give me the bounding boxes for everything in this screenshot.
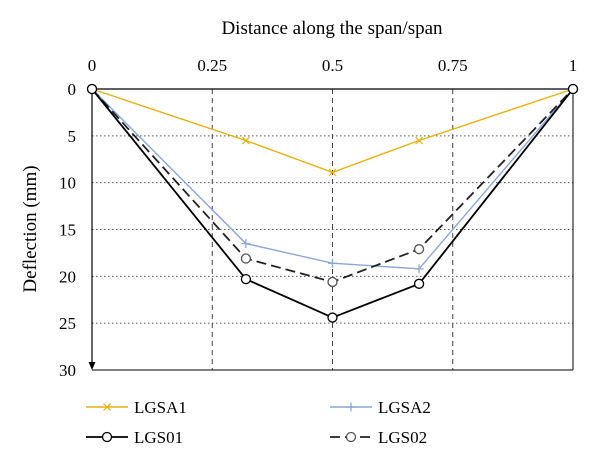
legend-label-LGSA1: LGSA1 — [134, 398, 187, 417]
legend-swatch-marker-LGS01 — [101, 431, 113, 443]
point-LGS01-0 — [86, 83, 98, 95]
x-tick-label-2: 0.5 — [322, 56, 343, 75]
legend-swatch-marker-LGSA1 — [103, 403, 111, 411]
point-LGSA1-3-b — [415, 136, 424, 145]
point-LGSA2-1 — [241, 239, 251, 249]
legend-label-LGS02: LGS02 — [378, 428, 427, 447]
series-LGS01 — [86, 83, 579, 323]
x-axis-title: Distance along the span/span — [221, 18, 443, 39]
point-LGSA1-3 — [415, 136, 424, 145]
x-tick-label-4: 1 — [569, 56, 578, 75]
y-tick-label-1: 5 — [68, 127, 77, 146]
legend-item-LGS01: LGS01 — [86, 428, 183, 447]
x-tick-label-0: 0 — [88, 56, 97, 75]
y-axis-arrowhead — [88, 362, 96, 370]
point-LGSA1-1 — [241, 136, 250, 145]
point-LGSA2-3 — [414, 264, 424, 274]
legend-swatch-marker-LGSA1-b — [103, 403, 111, 411]
legend-item-LGSA2: LGSA2 — [330, 398, 431, 417]
point-LGSA2-2 — [328, 258, 337, 268]
series-LGS02 — [86, 83, 579, 288]
y-tick-label-4: 20 — [59, 267, 76, 286]
legend-item-LGS02: LGS02 — [330, 428, 427, 447]
point-LGS01-1 — [240, 273, 252, 285]
grid-lines — [92, 89, 574, 371]
series-group — [86, 83, 579, 323]
y-tick-label-0: 0 — [68, 80, 77, 99]
y-tick-label-3: 15 — [59, 221, 76, 240]
point-LGS02-1 — [240, 253, 252, 264]
legend: LGSA1 LGSA2 LGS01 LGS02 — [86, 398, 431, 447]
legend-item-LGSA1: LGSA1 — [86, 398, 187, 417]
y-tick-label-6: 30 — [59, 361, 76, 380]
x-tick-label-1: 0.25 — [197, 56, 227, 75]
y-tick-label-2: 10 — [59, 174, 76, 193]
point-LGS02-3 — [413, 244, 425, 255]
point-LGS02-2 — [327, 276, 338, 288]
point-LGSA1-2-b — [328, 168, 337, 177]
legend-label-LGSA2: LGSA2 — [378, 398, 431, 417]
axes — [88, 88, 573, 370]
y-axis-title: Deflection (mm) — [20, 165, 41, 292]
legend-swatch-marker-LGS02 — [345, 431, 357, 443]
point-LGS01-4 — [567, 83, 579, 95]
legend-swatch-marker-LGSA2 — [346, 402, 356, 412]
point-LGSA1-1-b — [241, 136, 250, 145]
y-tick-label-5: 25 — [59, 314, 76, 333]
point-LGSA1-2 — [328, 168, 337, 177]
x-tick-label-3: 0.75 — [438, 56, 468, 75]
point-LGS01-2 — [327, 312, 338, 323]
point-LGS01-3 — [413, 278, 425, 289]
legend-label-LGS01: LGS01 — [134, 428, 183, 447]
